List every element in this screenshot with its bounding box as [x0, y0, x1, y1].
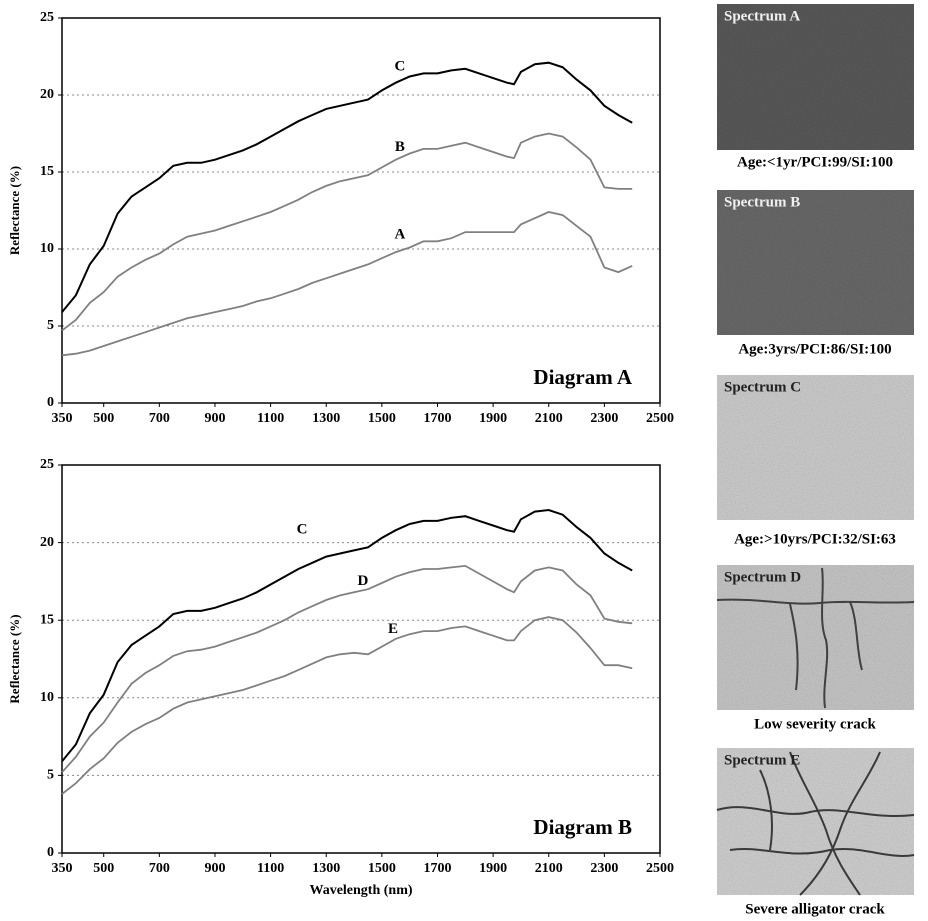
curve-label: A — [395, 227, 406, 243]
plot-frame — [61, 464, 661, 854]
pavement-image — [717, 375, 914, 520]
spectrum-line — [61, 211, 633, 357]
x-tick-label: 2300 — [590, 861, 618, 876]
x-tick-label: 350 — [52, 861, 73, 876]
image-label: Spectrum E — [724, 752, 800, 768]
pavement-image — [717, 190, 914, 335]
x-tick-label: 900 — [204, 861, 225, 876]
crack-lines — [716, 567, 915, 709]
image-label: Spectrum C — [724, 379, 801, 395]
y-tick-label: 20 — [40, 535, 54, 550]
x-tick-label: 500 — [93, 411, 114, 426]
x-axis-label: Wavelength (nm) — [309, 883, 412, 898]
x-tick-label: 1500 — [368, 861, 396, 876]
y-axis-label: Reflectance (%) — [7, 166, 22, 255]
spectrum-line — [61, 616, 633, 795]
curve-label: E — [388, 621, 398, 637]
y-tick-label: 5 — [47, 768, 54, 783]
curve-label: C — [297, 522, 308, 538]
image-label: Spectrum A — [724, 8, 800, 24]
curve-label: D — [358, 573, 369, 589]
x-tick-label: 700 — [149, 411, 170, 426]
curve-label: B — [395, 139, 405, 155]
x-tick-label: 2500 — [646, 411, 674, 426]
image-caption: Age:>10yrs/PCI:32/SI:63 — [734, 531, 896, 547]
y-tick-label: 15 — [40, 164, 54, 179]
y-tick-label: 10 — [40, 241, 54, 256]
pavement-image — [717, 748, 914, 895]
plot-frame — [61, 17, 661, 404]
image-caption: Age:<1yr/PCI:99/SI:100 — [737, 154, 893, 170]
x-tick-label: 700 — [149, 861, 170, 876]
pavement-image — [717, 4, 914, 150]
y-tick-label: 25 — [40, 10, 54, 25]
x-tick-label: 1100 — [257, 861, 284, 876]
x-tick-label: 350 — [52, 411, 73, 426]
x-tick-label: 1900 — [479, 861, 507, 876]
y-axis-label: Reflectance (%) — [7, 614, 22, 703]
x-tick-label: 900 — [204, 411, 225, 426]
x-tick-label: 1100 — [257, 411, 284, 426]
pavement-image — [717, 565, 914, 710]
x-tick-label: 1700 — [423, 411, 451, 426]
image-caption: Low severity crack — [754, 716, 876, 732]
image-label: Spectrum B — [724, 194, 800, 210]
x-tick-label: 500 — [93, 861, 114, 876]
y-tick-label: 25 — [40, 457, 54, 472]
curve-label: C — [395, 59, 406, 75]
image-caption: Age:3yrs/PCI:86/SI:100 — [738, 341, 891, 357]
x-tick-label: 1300 — [312, 861, 340, 876]
image-caption: Severe alligator crack — [745, 901, 885, 917]
image-label: Spectrum D — [724, 569, 801, 585]
y-tick-label: 20 — [40, 87, 54, 102]
x-tick-label: 2500 — [646, 861, 674, 876]
x-tick-label: 1700 — [423, 861, 451, 876]
y-tick-label: 5 — [47, 318, 54, 333]
y-tick-label: 10 — [40, 690, 54, 705]
diagram-title: Diagram B — [533, 815, 632, 839]
x-tick-label: 2300 — [590, 411, 618, 426]
y-tick-label: 15 — [40, 612, 54, 627]
x-tick-label: 1500 — [368, 411, 396, 426]
y-tick-label: 0 — [47, 395, 54, 410]
spectrum-line — [61, 564, 633, 773]
x-tick-label: 2100 — [535, 861, 563, 876]
spectrum-line — [61, 508, 633, 763]
x-tick-label: 2100 — [535, 411, 563, 426]
y-tick-label: 0 — [47, 845, 54, 860]
crack-lines — [716, 751, 915, 896]
spectrum-line — [61, 132, 633, 332]
diagram-title: Diagram A — [533, 365, 632, 389]
x-tick-label: 1900 — [479, 411, 507, 426]
x-tick-label: 1300 — [312, 411, 340, 426]
spectrum-line — [61, 61, 633, 313]
